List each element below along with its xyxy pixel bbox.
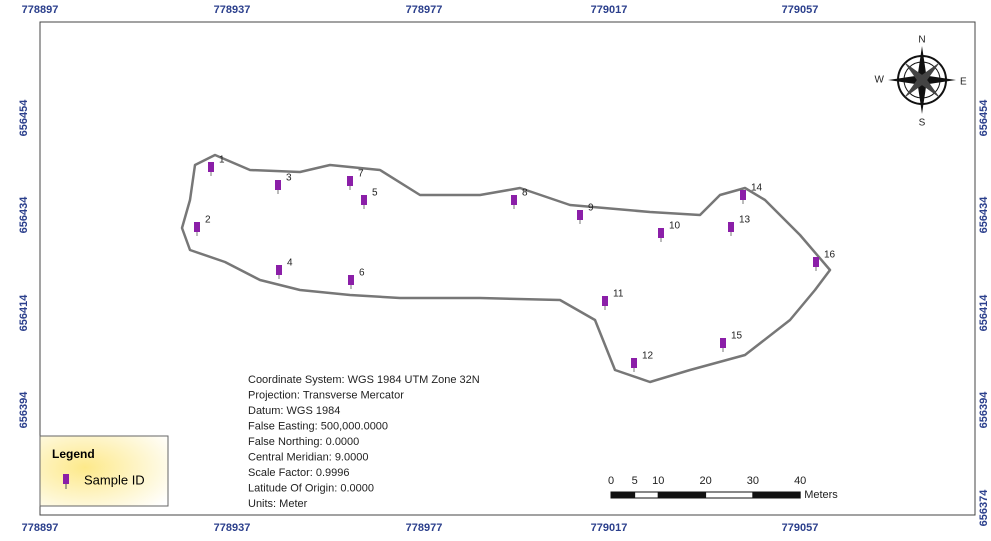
scale-bar-segment [611,492,635,498]
sample-pin [740,190,746,200]
left-axis-label: 656394 [18,391,30,429]
right-axis-label: 656374 [978,489,990,527]
sample-label: 9 [588,203,594,214]
scale-bar-segment [753,492,800,498]
sample-label: 5 [372,188,378,199]
top-axis-label: 778897 [22,4,59,16]
sample-pin [348,275,354,285]
sample-label: 3 [286,173,292,184]
scale-bar-tick-label: 10 [652,475,664,487]
sample-pin [194,222,200,232]
bottom-axis-label: 779057 [782,522,819,534]
right-axis-label: 656434 [978,196,990,234]
projection-info-line: Units: Meter [248,498,308,510]
projection-info-line: Central Meridian: 9.0000 [248,451,368,463]
bottom-axis-label: 779017 [591,522,628,534]
scale-bar-tick-label: 40 [794,475,806,487]
left-axis-label: 656414 [18,294,30,332]
sample-label: 8 [522,188,528,199]
left-axis-label: 656434 [18,196,30,234]
sample-label: 7 [358,169,364,180]
sample-pin [275,180,281,190]
sample-pin [720,338,726,348]
sample-pin [728,222,734,232]
map: N E S W Legend Sample ID 778897 778937 778… [0,0,991,541]
compass-e: E [960,77,967,88]
sample-pin [602,296,608,306]
bottom-axis-label: 778977 [406,522,443,534]
sample-label: 1 [219,155,225,166]
scale-bar-tick-label: 0 [608,475,614,487]
top-axis-label: 778977 [406,4,443,16]
compass-n: N [918,35,925,46]
projection-info-line: False Easting: 500,000.0000 [248,420,388,432]
sample-label: 15 [731,331,743,342]
sample-pin [813,257,819,267]
projection-info-line: Datum: WGS 1984 [248,405,340,417]
sample-pin [361,195,367,205]
right-axis-label: 656394 [978,391,990,429]
sample-pin [658,228,664,238]
sample-label: 13 [739,215,751,226]
sample-pin [631,358,637,368]
compass-s: S [919,118,926,129]
projection-info-line: False Northing: 0.0000 [248,436,359,448]
sample-label: 14 [751,183,763,194]
right-axis-label: 656414 [978,294,990,332]
scale-bar-tick-label: 20 [699,475,711,487]
scale-bar-unit: Meters [804,489,838,501]
sample-pin [511,195,517,205]
sample-pin [577,210,583,220]
sample-label: 4 [287,258,293,269]
sample-label: 2 [205,215,211,226]
projection-info-line: Scale Factor: 0.9996 [248,467,350,479]
sample-pin [276,265,282,275]
top-axis-label: 778937 [214,4,251,16]
scale-bar-tick-label: 30 [747,475,759,487]
scale-bar-tick-label: 5 [632,475,638,487]
sample-label: 16 [824,250,836,261]
sample-label: 12 [642,351,654,362]
projection-info-line: Coordinate System: WGS 1984 UTM Zone 32N [248,374,480,386]
bottom-axis-label: 778937 [214,522,251,534]
legend-title: Legend [52,447,95,461]
sample-pin [347,176,353,186]
sample-pin [208,162,214,172]
map-frame [40,22,975,515]
scale-bar-segment [706,492,753,498]
projection-info-line: Projection: Transverse Mercator [248,389,404,401]
legend-item: Sample ID [84,472,145,487]
scale-bar-segment [635,492,659,498]
sample-label: 11 [613,289,624,300]
projection-info-line: Latitude Of Origin: 0.0000 [248,482,374,494]
top-axis-label: 779017 [591,4,628,16]
compass-w: W [875,75,885,86]
sample-label: 6 [359,268,365,279]
bottom-axis-label: 778897 [22,522,59,534]
scale-bar-segment [658,492,705,498]
sample-label: 10 [669,221,681,232]
left-axis-label: 656454 [18,99,30,137]
right-axis-label: 656454 [978,99,990,137]
top-axis-label: 779057 [782,4,819,16]
